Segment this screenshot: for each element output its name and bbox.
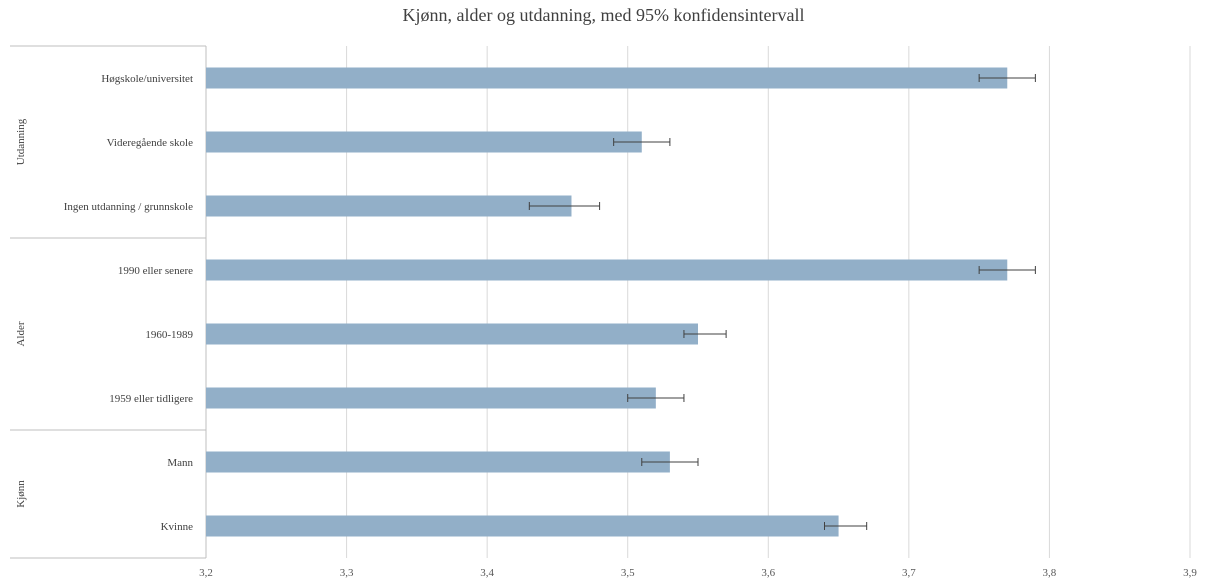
- category-label: Ingen utdanning / grunnskole: [64, 201, 193, 213]
- gridlines: [205, 46, 1191, 558]
- category-label: Mann: [167, 457, 193, 469]
- bar: [206, 259, 1008, 281]
- error-bar: [683, 330, 727, 338]
- category-label: 1990 eller senere: [118, 265, 193, 277]
- category-label: 1959 eller tidligere: [109, 393, 193, 405]
- error-bars: [528, 74, 1036, 530]
- category-label: Videregående skole: [107, 137, 194, 149]
- category-labels: Utdanning Alder Kjønn Høgskole/universitet V…: [15, 73, 193, 533]
- x-tick-label: 3,5: [621, 567, 635, 579]
- bar: [206, 195, 572, 217]
- error-bar: [627, 394, 685, 402]
- error-bar: [824, 522, 868, 530]
- x-tick-label: 3,7: [902, 567, 916, 579]
- error-bar: [613, 138, 671, 146]
- error-bar: [978, 266, 1036, 274]
- group-label: Utdanning: [15, 118, 27, 165]
- x-tick-label: 3,9: [1183, 567, 1197, 579]
- bar: [206, 387, 656, 409]
- x-tick-label: 3,4: [480, 567, 494, 579]
- error-bar: [528, 202, 601, 210]
- x-tick-label: 3,2: [199, 567, 213, 579]
- bars: [206, 67, 1008, 537]
- category-label: 1960-1989: [145, 329, 193, 341]
- bar: [206, 323, 698, 345]
- group-label: Alder: [15, 321, 27, 346]
- bar: [206, 131, 642, 153]
- error-bar: [641, 458, 699, 466]
- category-axis-frame: [10, 45, 207, 559]
- bar: [206, 515, 839, 537]
- x-tick-label: 3,3: [340, 567, 354, 579]
- category-label: Høgskole/universitet: [101, 73, 193, 85]
- category-label: Kvinne: [161, 521, 194, 533]
- chart-title: Kjønn, alder og utdanning, med 95% konfi…: [402, 5, 805, 25]
- bar: [206, 451, 670, 473]
- bar: [206, 67, 1008, 89]
- x-axis-ticks: 3,2 3,3 3,4 3,5 3,6 3,7 3,8 3,9: [199, 567, 1197, 579]
- x-tick-label: 3,6: [761, 567, 775, 579]
- error-bar: [978, 74, 1036, 82]
- group-label: Kjønn: [15, 480, 27, 508]
- x-tick-label: 3,8: [1043, 567, 1057, 579]
